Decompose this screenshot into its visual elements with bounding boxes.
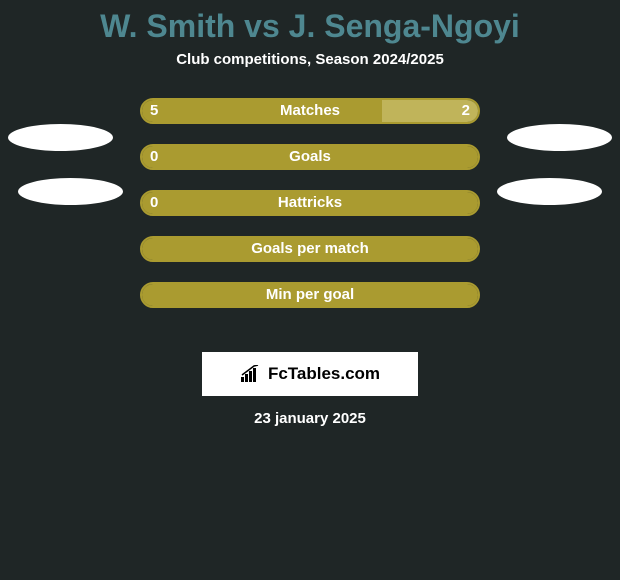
stat-row: Goals0 [0,144,620,190]
stat-row: Matches52 [0,98,620,144]
subtitle: Club competitions, Season 2024/2025 [0,51,620,98]
stat-row: Goals per match [0,236,620,282]
stat-row: Hattricks0 [0,190,620,236]
stat-bar [140,190,480,216]
stat-bar [140,98,480,124]
stat-bar-left [142,192,478,214]
chart-icon [240,365,262,383]
stat-bar [140,236,480,262]
stat-value-left: 5 [150,98,158,124]
stat-bar-left [142,146,478,168]
date-text: 23 january 2025 [0,410,620,427]
stat-value-left: 0 [150,190,158,216]
stat-value-left: 0 [150,144,158,170]
stat-row: Min per goal [0,282,620,328]
stat-value-right: 2 [462,98,470,124]
logo-text: FcTables.com [268,364,380,384]
stat-bar-left [142,238,478,260]
stats-region: Matches52Goals0Hattricks0Goals per match… [0,98,620,328]
stat-bar-left [142,100,382,122]
comparison-infographic: W. Smith vs J. Senga-Ngoyi Club competit… [0,0,620,580]
page-title: W. Smith vs J. Senga-Ngoyi [0,0,620,51]
logo-box: FcTables.com [202,352,418,396]
stat-bar [140,144,480,170]
stat-bar-left [142,284,478,306]
stat-bar [140,282,480,308]
